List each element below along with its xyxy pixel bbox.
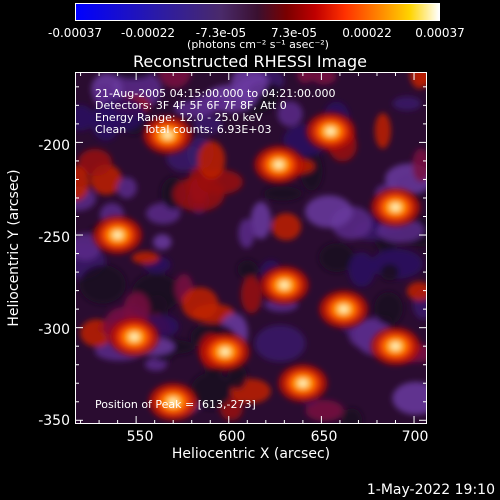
heatmap-texture-blob (250, 201, 272, 239)
x-tick-label: 550 (126, 429, 154, 445)
heatmap-plot (75, 72, 427, 424)
bright-source (148, 383, 198, 421)
heatmap-texture-blob (113, 72, 153, 80)
heatmap-texture-blob (380, 263, 400, 281)
peak-position-label: Position of Peak = [613,-273] (95, 398, 256, 411)
heatmap-texture-blob (153, 234, 172, 250)
bright-source (306, 112, 355, 150)
heatmap-texture-blob (79, 264, 126, 304)
heatmap-texture-blob (116, 177, 137, 199)
bright-source (254, 145, 303, 184)
heatmap-texture-blob (254, 324, 306, 362)
bright-source (110, 318, 159, 356)
heatmap-texture-blob (190, 372, 232, 409)
heatmap-texture-blob (174, 100, 216, 118)
y-tick-label: -250 (38, 230, 70, 246)
heatmap-texture-blob (231, 72, 268, 99)
info-counts: Clean Total counts: 6.93E+03 (95, 123, 272, 136)
x-tick-label: 650 (310, 429, 338, 445)
colorbar (75, 3, 440, 21)
heatmap-texture-blob (271, 213, 302, 241)
bright-source (93, 216, 142, 254)
heatmap-texture-blob (406, 281, 427, 301)
bright-source (143, 116, 192, 154)
x-tick-label: 700 (401, 429, 429, 445)
heatmap-texture-blob (392, 381, 427, 415)
bright-source (278, 364, 328, 402)
chart-title: Reconstructed RHESSI Image (133, 52, 367, 71)
colorbar-tick: -0.00037 (48, 26, 102, 40)
colorbar-tick: -0.00022 (121, 26, 175, 40)
colorbar-tick: -7.3e-05 (195, 26, 247, 40)
heatmap-texture-blob (193, 114, 223, 134)
plot-frame (75, 72, 427, 424)
heatmap-texture-blob (158, 72, 191, 89)
bright-source (371, 327, 420, 365)
heatmap-texture-blob (319, 243, 355, 273)
heatmap-texture-blob (305, 195, 353, 228)
heatmap-texture-blob (75, 165, 90, 201)
heatmap-texture-blob (412, 148, 427, 183)
y-tick-label: -200 (38, 138, 70, 154)
x-axis-label: Heliocentric X (arcsec) (171, 446, 331, 462)
colorbar-tick: 0.00022 (342, 26, 392, 40)
heatmap-texture-blob (131, 251, 160, 264)
heatmap-texture-blob (311, 72, 337, 85)
colorbar-tick: 7.3e-05 (270, 26, 318, 40)
colorbar-unit-label: (photons cm⁻² s⁻¹ asec⁻²) (187, 38, 329, 51)
heatmap-texture-blob (305, 399, 344, 422)
footer-timestamp: 1-May-2022 19:10 (366, 482, 495, 498)
info-time-range: 21-Aug-2005 04:15:00.000 to 04:21:00.000 (95, 87, 336, 100)
bright-source (200, 333, 250, 371)
info-detectors: Detectors: 3F 4F 5F 6F 7F 8F, Att 0 (95, 99, 287, 112)
heatmap-texture-blob (348, 252, 376, 287)
heatmap-texture-blob (238, 218, 255, 249)
heatmap-texture-blob (78, 148, 112, 176)
bright-sources (93, 112, 420, 421)
heatmap-texture-blob (374, 292, 403, 325)
heatmap-texture-blob (277, 101, 303, 127)
heatmap-texture-blob (240, 276, 263, 314)
heatmap-texture-blob (123, 292, 150, 327)
heatmap-texture-blob (99, 96, 146, 132)
x-tick-label: 600 (218, 429, 246, 445)
heatmap-texture-blob (237, 260, 258, 279)
info-energy-range: Energy Range: 12.0 - 25.0 keV (95, 111, 263, 124)
heatmap-texture-blob (392, 96, 422, 111)
bright-source (260, 266, 309, 304)
heatmap-texture-blob (198, 141, 226, 179)
heatmap-texture-blob (75, 104, 94, 131)
heatmap-texture-blob (297, 72, 314, 84)
heatmap-texture-blob (227, 363, 248, 390)
heatmap-texture-blob (342, 408, 363, 424)
y-tick-label: -350 (38, 413, 70, 429)
colorbar-tick: 0.00037 (415, 26, 465, 40)
y-tick-label: -300 (38, 322, 70, 338)
bright-source (319, 290, 368, 328)
y-axis-label: Heliocentric Y (arcsec) (6, 169, 22, 327)
heatmap-texture-blob (374, 113, 391, 149)
bright-source (371, 188, 420, 226)
heatmap-texture-blob (181, 287, 219, 321)
heatmap-texture-blob (263, 186, 303, 201)
